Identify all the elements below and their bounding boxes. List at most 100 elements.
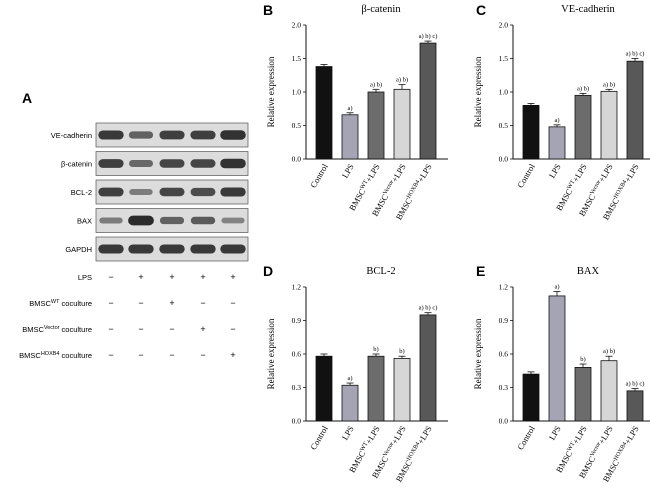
blot-band	[129, 188, 153, 196]
bar	[600, 90, 618, 160]
bar	[315, 66, 333, 160]
condition-sign: −	[138, 298, 143, 308]
y-tick-label: 1.2	[499, 283, 509, 292]
category-label: Control	[515, 423, 537, 451]
bar	[419, 42, 437, 160]
significance-label: b)	[399, 348, 404, 355]
blot-band	[220, 244, 246, 254]
condition-sign: +	[230, 272, 235, 282]
condition-sign: −	[230, 324, 235, 334]
y-tick-label: 1.0	[499, 88, 509, 97]
y-tick-label: 0.0	[499, 155, 509, 164]
category-tail: +LPS	[415, 162, 434, 184]
condition-superscript: Vector	[44, 325, 60, 331]
category-text: LPS	[340, 162, 356, 180]
blot-band	[190, 244, 216, 254]
y-tick-label: 2.0	[499, 21, 509, 30]
category-superscript: HOXB4	[406, 179, 421, 199]
condition-base: BMSC	[19, 351, 41, 360]
condition-label: BMSCHOXB4 coculture	[19, 351, 92, 360]
western-blot-panel: VE-cadherin β-catenin BCL-2 BAX GAPDH LPS − + + +…	[19, 122, 249, 360]
condition-sign: −	[108, 298, 113, 308]
category-tail: +LPS	[363, 162, 382, 184]
category-tail: +LPS	[622, 424, 641, 446]
category-tail: +LPS	[570, 424, 589, 446]
category-label: Control	[308, 161, 330, 189]
bar	[522, 373, 540, 422]
y-tick-label: 0.0	[499, 417, 509, 426]
chart-bax: BAX Relative expression 0.0 0.3 0.6 0.9 1.2 Con…	[473, 266, 650, 484]
condition-sign: +	[200, 324, 205, 334]
bar	[419, 314, 437, 422]
category-text: Control	[515, 161, 537, 189]
category-text: Control	[308, 423, 330, 451]
condition-base: BMSC	[22, 325, 44, 334]
condition-superscript: WT	[51, 299, 60, 305]
chart-bcl-2: BCL-2 Relative expression 0.0 0.3 0.6 0.9 1.2 C…	[266, 266, 448, 484]
bar	[548, 126, 566, 160]
condition-sign: −	[200, 350, 205, 360]
category-text: Control	[308, 161, 330, 189]
blot-band	[159, 244, 185, 254]
blot-row-label: BCL-2	[71, 188, 92, 197]
y-tick-label: 0.6	[292, 350, 302, 359]
y-tick-label: 0.0	[292, 155, 302, 164]
bar	[522, 105, 540, 160]
category-tail: +LPS	[622, 162, 641, 184]
condition-label: BMSCWT coculture	[29, 299, 92, 308]
category-superscript: HOXB4	[406, 441, 421, 461]
category-text: Control	[515, 423, 537, 451]
blot-row-label: GAPDH	[65, 245, 92, 254]
category-superscript: WT	[567, 179, 577, 190]
condition-sign: +	[230, 350, 235, 360]
bar	[626, 390, 644, 422]
blot-row-label: β-catenin	[61, 160, 92, 169]
condition-sign: −	[108, 324, 113, 334]
category-tail: +LPS	[415, 424, 434, 446]
y-axis-label: Relative expression	[473, 56, 483, 127]
condition-sign: +	[138, 272, 143, 282]
bar	[548, 295, 566, 422]
condition-tail: coculture	[59, 299, 92, 308]
significance-label: a) b)	[396, 77, 408, 84]
chart-ve-cadherin: VE-cadherin Relative expression 0.0 0.5 1.0 1…	[473, 4, 650, 222]
condition-sign: −	[108, 272, 113, 282]
category-label: LPS	[340, 162, 356, 180]
category-superscript: WT	[567, 441, 577, 452]
y-tick-label: 0.9	[499, 316, 509, 325]
blot-band	[159, 130, 185, 140]
y-tick-label: 0.5	[292, 121, 302, 130]
blot-band	[98, 187, 124, 197]
chart-title: VE-cadherin	[561, 4, 615, 15]
bar	[367, 355, 385, 422]
blot-band	[220, 187, 246, 197]
condition-sign: +	[169, 272, 174, 282]
category-label: Control	[515, 161, 537, 189]
bar	[315, 355, 333, 422]
category-superscript: WT	[360, 441, 370, 452]
condition-sign: −	[200, 298, 205, 308]
blot-band	[129, 160, 153, 167]
significance-label: a)	[554, 283, 559, 290]
condition-tail: coculture	[59, 351, 92, 360]
bar	[600, 360, 618, 422]
blot-band	[220, 130, 246, 140]
category-tail: +LPS	[389, 424, 408, 446]
condition-base: LPS	[78, 273, 92, 282]
condition-sign: −	[169, 324, 174, 334]
bar	[367, 91, 385, 160]
blot-row-label: BAX	[77, 217, 92, 226]
category-tail: +LPS	[596, 424, 615, 446]
y-tick-label: 0.3	[292, 383, 302, 392]
category-text: LPS	[340, 424, 356, 442]
blot-band	[128, 131, 154, 139]
bar	[574, 94, 592, 160]
y-tick-label: 1.5	[499, 54, 509, 63]
significance-label: a) b)	[577, 85, 589, 92]
blot-band	[159, 187, 185, 197]
significance-label: a) b) c)	[626, 51, 645, 58]
category-tail: +LPS	[363, 424, 382, 446]
chart-beta-catenin: β-catenin Relative expression 0.0 0.5 1.0 1.5…	[266, 4, 448, 222]
y-tick-label: 0.5	[499, 121, 509, 130]
